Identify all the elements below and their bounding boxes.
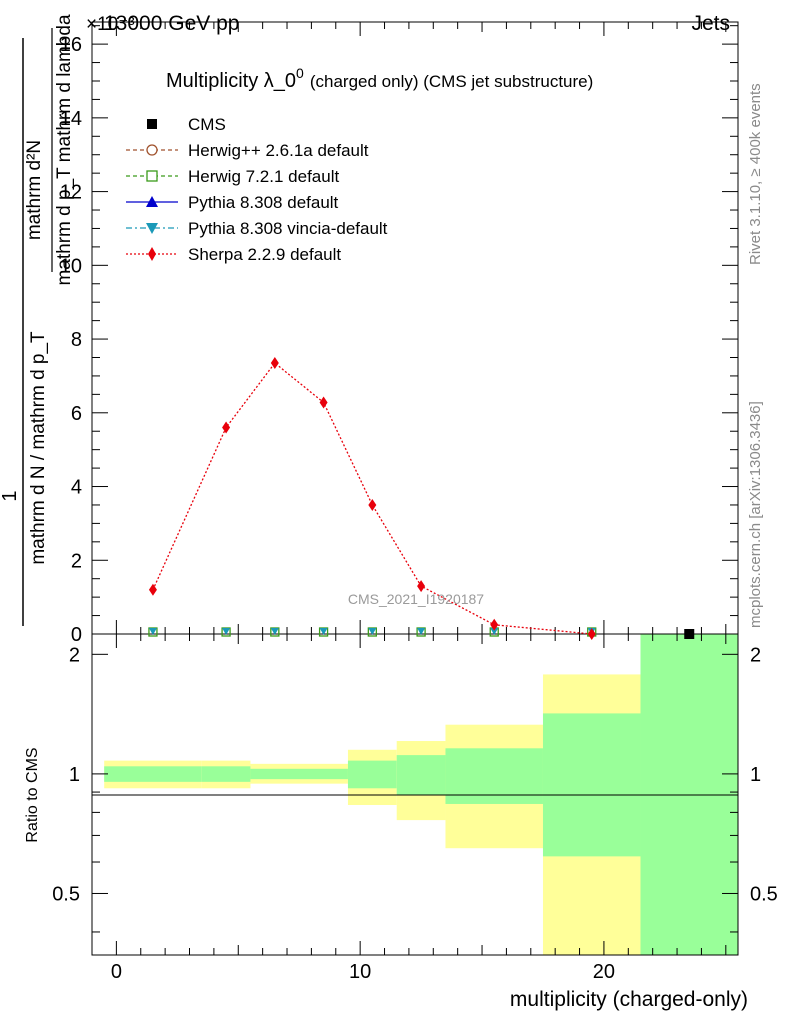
- ylabel-prefix-den: mathrm d N / mathrm d p_T: [28, 331, 49, 565]
- stat-uncertainty-band: [396, 755, 446, 795]
- sherpa-point: [490, 618, 499, 631]
- legend-label: Herwig++ 2.6.1a default: [188, 141, 369, 160]
- mc-point: [222, 628, 231, 635]
- ytick-label: 0: [71, 624, 82, 646]
- legend-entry: Pythia 8.308 default: [126, 193, 339, 212]
- legend-entry: Sherpa 2.2.9 default: [126, 245, 341, 264]
- mcplots-label: mcplots.cern.ch [arXiv:1306.3436]: [747, 401, 764, 628]
- ytick-label: 6: [71, 403, 82, 425]
- stat-uncertainty-band: [347, 760, 397, 789]
- ytick-label: 4: [71, 477, 82, 499]
- ratio-ylabel: Ratio to CMS: [24, 747, 41, 842]
- legend-entry: Herwig 7.2.1 default: [126, 167, 339, 186]
- xtick-label: 20: [593, 961, 615, 983]
- stat-uncertainty-band: [250, 768, 348, 780]
- mc-point: [270, 628, 279, 635]
- mc-point: [417, 628, 426, 635]
- sherpa-point: [222, 421, 231, 434]
- chart-title: Multiplicity λ_00 (charged only) (CMS jet…: [166, 65, 593, 92]
- upper-ylabel: 1 mathrm d N / mathrm d p_T mathrm d²N m…: [0, 14, 75, 626]
- sherpa-point: [587, 628, 596, 640]
- legend-entry: Pythia 8.308 vincia-default: [126, 219, 388, 238]
- legend-marker: [146, 170, 158, 182]
- legend: CMS Herwig++ 2.6.1a default Herwig 7.2.1 d…: [126, 115, 388, 264]
- sherpa-point: [417, 580, 426, 593]
- cms-point: [684, 629, 695, 639]
- stat-uncertainty-band: [445, 748, 543, 804]
- axis-ticks: [91, 22, 738, 955]
- legend-marker: [146, 144, 158, 156]
- ylabel-denominator: mathrm d p_T mathrm d lambda: [54, 14, 75, 285]
- analysis-watermark: CMS_2021_I1920187: [348, 591, 484, 607]
- stat-uncertainty-band: [542, 713, 641, 857]
- xtick-label: 0: [111, 961, 122, 983]
- legend-marker: [148, 247, 156, 261]
- stat-uncertainty-band: [104, 766, 202, 782]
- ratio-ytick-label-right: 0.5: [750, 883, 778, 905]
- process-label: Jets: [691, 12, 730, 35]
- title-main: Multiplicity λ_0: [166, 70, 296, 92]
- ytick-label: 2: [71, 550, 82, 572]
- ylabel-prefix-num: 1: [0, 490, 21, 501]
- ratio-ytick-label: 2: [69, 644, 80, 666]
- lower-ytick-labels: 0.5 0.5 1 1 2 2: [52, 644, 778, 905]
- ratio-ytick-label: 1: [69, 764, 80, 786]
- legend-label: CMS: [188, 115, 226, 134]
- stat-uncertainty-band: [201, 766, 251, 782]
- legend-label: Herwig 7.2.1 default: [188, 167, 339, 186]
- mc-point: [148, 628, 157, 635]
- legend-label: Sherpa 2.2.9 default: [188, 245, 341, 264]
- upper-ytick-labels: 2 4 6 8 10 12 14 16 0: [60, 34, 82, 646]
- xlabel: multiplicity (charged-only): [510, 988, 748, 1011]
- legend-marker: [146, 223, 158, 234]
- rivet-label: Rivet 3.1.10, ≥ 400k events: [747, 83, 764, 265]
- legend-marker: [147, 119, 157, 129]
- ytick-label: 10: [60, 255, 82, 277]
- legend-entry: CMS: [147, 115, 226, 134]
- ratio-ytick-label: 0.5: [52, 883, 80, 905]
- mc-point: [319, 628, 328, 635]
- upper-frame: [91, 21, 739, 635]
- exponent-label: ×10⁻³: [86, 14, 135, 35]
- legend-label: Pythia 8.308 vincia-default: [188, 219, 388, 238]
- sherpa-point: [319, 396, 328, 409]
- xtick-labels: 0 10 20: [111, 961, 615, 983]
- mc-point: [490, 628, 499, 635]
- legend-entry: Herwig++ 2.6.1a default: [126, 141, 369, 160]
- ytick-label: 14: [60, 108, 82, 130]
- ratio-ytick-label-right: 2: [750, 644, 761, 666]
- legend-marker: [146, 196, 158, 207]
- sherpa-point: [368, 498, 377, 511]
- sherpa-point: [270, 357, 279, 370]
- title-sup: 0: [296, 65, 304, 81]
- ytick-label: 12: [60, 182, 82, 204]
- ylabel-numerator: mathrm d²N: [24, 140, 45, 240]
- ratio-ytick-label-right: 1: [750, 764, 761, 786]
- title-sub: (charged only) (CMS jet substructure): [310, 72, 593, 91]
- legend-label: Pythia 8.308 default: [188, 193, 339, 212]
- mc-point: [368, 628, 377, 635]
- xtick-label: 10: [349, 961, 371, 983]
- ytick-label: 8: [71, 329, 82, 351]
- ytick-label: 16: [60, 34, 82, 56]
- sherpa-point: [148, 583, 157, 596]
- beam-label: 13000 GeV pp: [104, 12, 239, 35]
